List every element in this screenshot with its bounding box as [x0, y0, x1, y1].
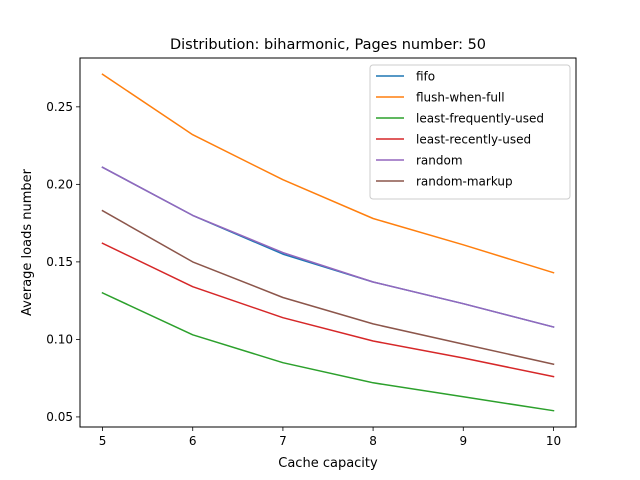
legend-label-least-frequently-used: least-frequently-used [416, 112, 544, 126]
x-tick-label: 7 [279, 434, 287, 448]
legend-label-fifo: fifo [416, 70, 435, 84]
legend-label-random: random [416, 154, 463, 168]
x-tick-label: 8 [369, 434, 377, 448]
x-axis-ticks: 5 6 7 8 9 10 [99, 427, 561, 448]
y-tick-label: 0.05 [46, 410, 73, 424]
series-line-random [101, 166, 555, 328]
x-axis-label: Cache capacity [278, 456, 378, 471]
x-tick-label: 10 [546, 434, 561, 448]
plot-frame [79, 57, 577, 428]
series-line-least-frequently-used [101, 291, 555, 412]
series-line-flush-when-full [101, 73, 555, 274]
y-tick-label: 0.25 [46, 100, 73, 114]
series-layer [101, 73, 555, 412]
y-tick-label: 0.10 [46, 332, 73, 346]
legend-box [369, 64, 571, 200]
legend-label-least-recently-used: least-recently-used [416, 133, 531, 147]
x-tick-label: 9 [459, 434, 467, 448]
legend-label-flush-when-full: flush-when-full [416, 91, 505, 105]
y-axis-ticks: 0.05 0.10 0.15 0.20 0.25 [46, 100, 80, 424]
legend-label-random-markup: random-markup [416, 175, 513, 189]
x-tick-label: 5 [99, 434, 107, 448]
series-line-random-markup [101, 209, 555, 366]
legend: fifo flush-when-full least-frequently-used… [369, 64, 571, 200]
y-tick-label: 0.15 [46, 255, 73, 269]
y-axis-label: Average loads number [20, 168, 35, 316]
y-tick-label: 0.20 [46, 177, 73, 191]
chart-title: Distribution: biharmonic, Pages number: … [170, 37, 486, 53]
x-tick-label: 6 [189, 434, 197, 448]
series-line-least-recently-used [101, 242, 555, 378]
